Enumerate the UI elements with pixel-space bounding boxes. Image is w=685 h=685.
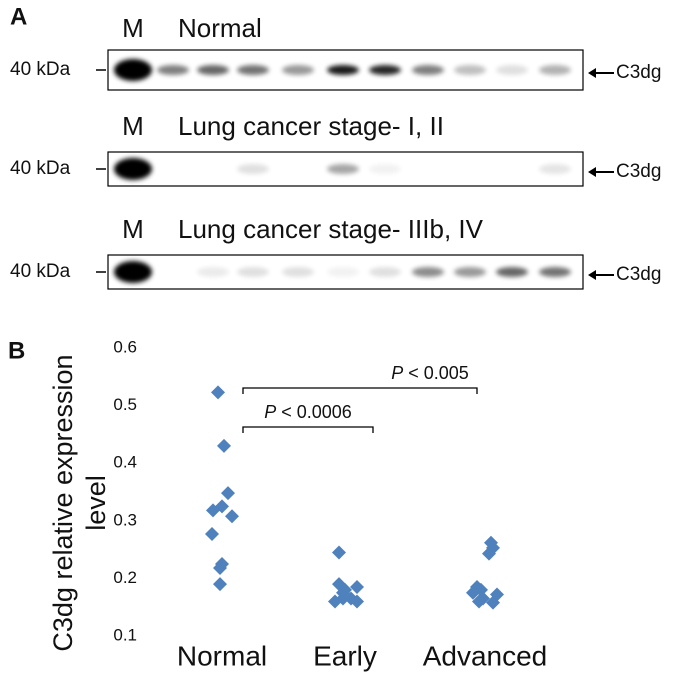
x-tick-label: Normal <box>177 640 267 671</box>
band <box>412 65 444 75</box>
point <box>213 561 227 576</box>
band <box>197 267 229 277</box>
size-label: 40 kDa <box>10 59 71 80</box>
p-value: P < 0.0006 <box>264 402 352 422</box>
band-label: C3dg <box>616 161 661 182</box>
point <box>472 594 486 609</box>
band <box>197 65 229 75</box>
band <box>412 267 444 277</box>
size-label: 40 kDa <box>10 261 71 282</box>
y-tick-label: 0.2 <box>113 568 137 587</box>
point <box>332 545 346 560</box>
arrow-head <box>588 270 596 280</box>
y-tick-label: 0.1 <box>113 625 137 644</box>
point <box>328 594 342 609</box>
point <box>482 546 496 561</box>
band <box>454 267 486 277</box>
marker-label: M <box>122 214 144 244</box>
point <box>225 509 239 524</box>
arrow-head <box>588 68 596 78</box>
size-label: 40 kDa <box>10 158 71 179</box>
band <box>237 267 269 277</box>
arrow-head <box>588 167 596 177</box>
band <box>327 164 359 174</box>
band <box>157 65 189 75</box>
band <box>496 267 528 277</box>
band <box>539 267 571 277</box>
band <box>237 65 269 75</box>
marker-label: M <box>122 111 144 141</box>
band <box>327 65 359 75</box>
marker-band <box>114 261 152 283</box>
band <box>237 164 269 174</box>
point <box>217 438 231 453</box>
band <box>369 267 401 277</box>
marker-band <box>114 158 152 180</box>
blot-title: Normal <box>178 13 262 43</box>
bracket <box>242 387 478 394</box>
point <box>350 580 364 595</box>
p-value: P < 0.005 <box>391 363 469 383</box>
point <box>205 527 219 542</box>
y-tick-label: 0.5 <box>113 395 137 414</box>
point <box>206 503 220 518</box>
marker-band <box>114 59 152 81</box>
band <box>454 65 486 75</box>
band <box>369 65 401 75</box>
blot-title: Lung cancer stage- IIIb, IV <box>178 214 484 244</box>
point <box>466 585 480 600</box>
blot-title: Lung cancer stage- I, II <box>178 111 444 141</box>
point <box>350 594 364 609</box>
point <box>213 577 227 592</box>
panel-label: A <box>10 3 27 30</box>
y-tick-label: 0.4 <box>113 453 137 472</box>
band-label: C3dg <box>616 264 661 285</box>
band <box>496 65 528 75</box>
band <box>539 65 571 75</box>
band <box>282 65 314 75</box>
marker-label: M <box>122 13 144 43</box>
point <box>211 385 225 400</box>
band <box>539 164 571 174</box>
point <box>486 595 500 610</box>
band <box>369 164 401 174</box>
panel-label: B <box>8 337 25 364</box>
bracket <box>242 426 374 433</box>
band <box>282 267 314 277</box>
band-label: C3dg <box>616 62 661 83</box>
band <box>327 267 359 277</box>
x-tick-label: Early <box>313 640 377 671</box>
point <box>215 499 229 514</box>
y-tick-label: 0.6 <box>113 337 137 356</box>
point <box>221 486 235 501</box>
y-axis-title: C3dg relative expression level <box>48 354 111 652</box>
y-tick-label: 0.3 <box>113 510 137 529</box>
x-tick-label: Advanced <box>423 640 548 671</box>
